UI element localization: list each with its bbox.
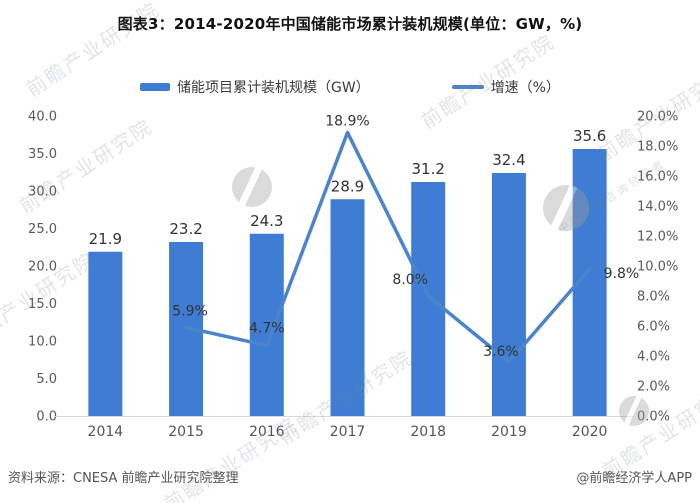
x-axis-label: 2019 <box>491 424 527 440</box>
left-axis-tick: 5.0 <box>36 372 57 387</box>
left-axis-tick: 10.0 <box>28 335 57 350</box>
bar-value-label: 35.6 <box>573 127 606 145</box>
left-axis-tick: 30.0 <box>28 185 57 200</box>
line-point-label: 8.0% <box>392 272 428 288</box>
bar <box>491 173 526 416</box>
x-axis-label: 2014 <box>88 424 124 440</box>
left-axis-tick: 35.0 <box>28 147 57 162</box>
line-legend-label: 增速（%） <box>490 80 560 96</box>
line-point-label: 4.7% <box>249 321 285 337</box>
bar <box>88 251 123 416</box>
chart-title: 图表3：2014-2020年中国储能市场累计装机规模(单位：GW，%) <box>117 15 583 33</box>
bar-legend-label: 储能项目累计装机规模（GW） <box>176 80 370 96</box>
right-axis-tick: 14.0% <box>637 200 678 215</box>
right-axis-tick: 4.0% <box>637 350 670 365</box>
line-point-label: 3.6% <box>483 344 519 360</box>
left-axis-tick: 15.0 <box>28 297 57 312</box>
right-axis-tick: 12.0% <box>637 230 678 245</box>
right-axis-tick: 10.0% <box>637 260 678 275</box>
x-axis-label: 2015 <box>168 424 204 440</box>
combo-chart: 0.0 5.0 10.0 15.0 20.0 25.0 30.0 35.0 40.0 0.0% 2.… <box>28 110 678 441</box>
x-axis-label: 2017 <box>330 424 366 440</box>
bar <box>330 199 365 416</box>
line-point-label: 5.9% <box>172 304 208 320</box>
right-axis-tick: 8.0% <box>637 290 670 305</box>
left-axis-tick: 40.0 <box>28 110 57 125</box>
bar-value-label: 31.2 <box>412 160 445 178</box>
x-axis-label: 2020 <box>572 424 608 440</box>
right-axis-tick: 6.0% <box>637 320 670 335</box>
credit-text: @前瞻经济学人APP <box>576 471 692 486</box>
line-point-label: 18.9% <box>325 114 369 130</box>
bar-value-label: 21.9 <box>89 230 122 248</box>
bar-value-label: 23.2 <box>169 220 202 238</box>
right-axis-tick: 16.0% <box>637 170 678 185</box>
x-axis-label: 2018 <box>410 424 446 440</box>
left-axis-tick: 0.0 <box>36 410 57 425</box>
bar-value-label: 28.9 <box>331 177 364 195</box>
legend: 储能项目累计装机规模（GW） 增速（%） <box>0 77 700 97</box>
source-text: 资料来源：CNESA 前瞻产业研究院整理 <box>8 471 239 486</box>
line-point-label: 9.8% <box>604 266 640 282</box>
right-axis-tick: 18.0% <box>637 140 678 155</box>
legend-item-bars: 储能项目累计装机规模（GW） <box>139 77 370 97</box>
right-axis-tick: 0.0% <box>637 410 670 425</box>
bar-legend-swatch-icon <box>139 83 170 91</box>
x-axis-label: 2016 <box>249 424 285 440</box>
bar <box>411 182 446 416</box>
line-legend-swatch-icon <box>451 85 484 89</box>
growth-line <box>184 130 592 364</box>
left-axis-tick: 20.0 <box>28 260 57 275</box>
right-axis-tick: 2.0% <box>637 380 670 395</box>
bar-value-label: 32.4 <box>492 151 525 169</box>
right-axis-tick: 20.0% <box>637 110 678 125</box>
bar-value-label: 24.3 <box>250 212 283 230</box>
footer: 资料来源：CNESA 前瞻产业研究院整理 @前瞻经济学人APP <box>0 467 700 486</box>
left-axis-tick: 25.0 <box>28 222 57 237</box>
bar <box>249 233 284 416</box>
legend-item-line: 增速（%） <box>451 77 560 97</box>
